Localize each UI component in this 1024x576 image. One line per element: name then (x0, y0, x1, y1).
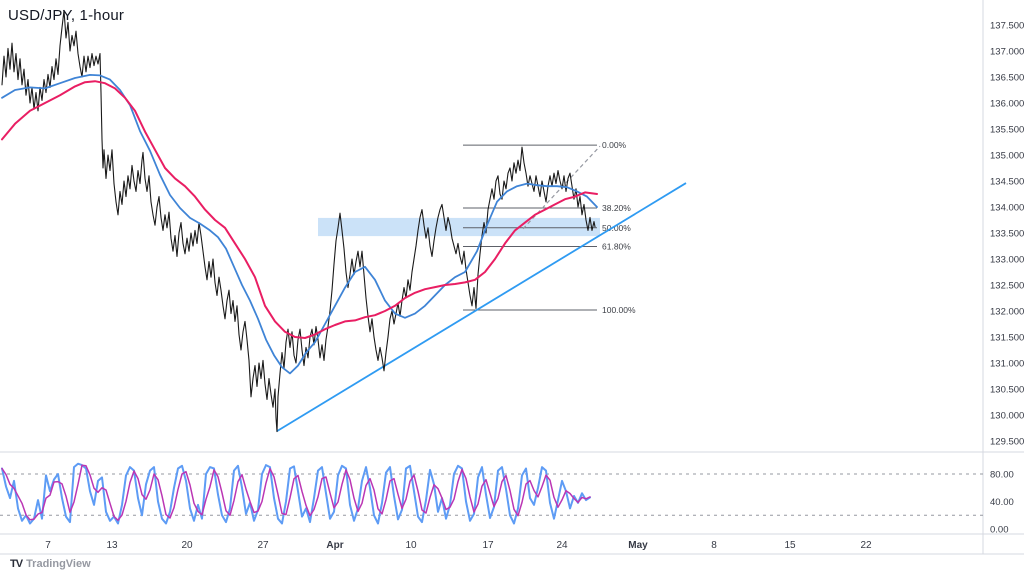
time-tick-label[interactable]: 13 (106, 540, 118, 551)
price-tick-label[interactable]: 130.500 (990, 385, 1024, 396)
stoch-tick-label[interactable]: 40.00 (990, 497, 1014, 508)
tradingview-logo-icon: TV (10, 558, 23, 570)
price-tick-label[interactable]: 134.500 (990, 177, 1024, 188)
stoch-k-line (1, 462, 591, 525)
price-tick-label[interactable]: 135.000 (990, 151, 1024, 162)
stoch-tick-label[interactable]: 80.00 (990, 470, 1014, 481)
tradingview-logo-label: TradingView (26, 558, 91, 570)
tradingview-logo[interactable]: TV TradingView (10, 558, 91, 570)
trendline[interactable] (276, 182, 687, 432)
price-tick-label[interactable]: 131.000 (990, 359, 1024, 370)
symbol-title: USD/JPY, 1-hour (8, 7, 125, 24)
price-tick-label[interactable]: 132.000 (990, 307, 1024, 318)
price-tick-label[interactable]: 129.500 (990, 437, 1024, 448)
time-tick-label[interactable]: 15 (784, 540, 796, 551)
time-tick-label[interactable]: Apr (326, 540, 343, 551)
price-tick-label[interactable]: 130.000 (990, 411, 1024, 422)
fib-level-label: 38.20% (602, 203, 631, 213)
fib-level-label: 100.00% (602, 305, 636, 315)
ma-pink-line (1, 80, 598, 339)
price-tick-label[interactable]: 135.500 (990, 125, 1024, 136)
stoch-tick-label[interactable]: 0.00 (990, 525, 1009, 536)
time-tick-label[interactable]: 24 (556, 540, 568, 551)
time-tick-label[interactable]: 8 (711, 540, 717, 551)
time-tick-label[interactable]: 7 (45, 540, 51, 551)
fib-level-label: 50.00% (602, 223, 631, 233)
time-tick-label[interactable]: 27 (257, 540, 269, 551)
price-tick-label[interactable]: 137.500 (990, 21, 1024, 32)
price-tick-label[interactable]: 134.000 (990, 203, 1024, 214)
fib-level-label: 61.80% (602, 242, 631, 252)
time-tick-label[interactable]: 17 (482, 540, 494, 551)
price-tick-label[interactable]: 132.500 (990, 281, 1024, 292)
price-tick-label[interactable]: 131.500 (990, 333, 1024, 344)
stoch-d-line (1, 464, 591, 522)
candlestick-series (1, 9, 596, 433)
time-tick-label[interactable]: May (628, 540, 648, 551)
price-tick-label[interactable]: 136.000 (990, 99, 1024, 110)
highlight-zone[interactable] (318, 217, 600, 237)
price-tick-label[interactable]: 133.500 (990, 229, 1024, 240)
price-tick-label[interactable]: 133.000 (990, 255, 1024, 266)
price-tick-label[interactable]: 136.500 (990, 73, 1024, 84)
time-tick-label[interactable]: 10 (405, 540, 417, 551)
price-tick-label[interactable]: 137.000 (990, 47, 1024, 58)
time-tick-label[interactable]: 22 (860, 540, 872, 551)
time-tick-label[interactable]: 20 (181, 540, 193, 551)
fib-level-label: 0.00% (602, 140, 627, 150)
